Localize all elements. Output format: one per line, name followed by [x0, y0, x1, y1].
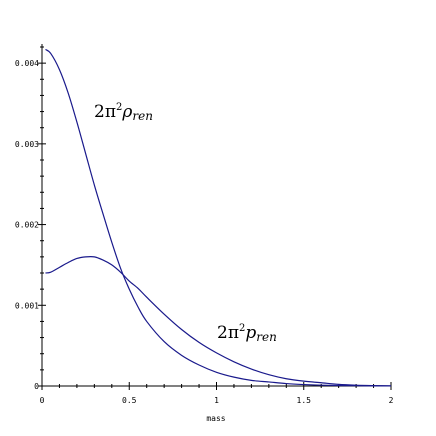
- x-axis-title: mass: [206, 414, 225, 423]
- annotation-p-base: 2π: [217, 323, 239, 343]
- y-tick-label: 0: [34, 382, 39, 391]
- line-p-ren: [45, 255, 392, 387]
- y-tick-label: 0.003: [15, 140, 39, 149]
- x-tick-label: 1: [214, 396, 219, 405]
- annotation-rho-symbol: ρ: [121, 102, 132, 122]
- annotation-rho-base: 2π: [94, 102, 116, 122]
- x-tick-label: 1.5: [297, 396, 312, 405]
- annotation-rho: 2π2ρren: [94, 102, 153, 123]
- x-tick-label: 0: [40, 396, 45, 405]
- line-rho-ren: [45, 48, 392, 387]
- series-lines: [45, 48, 392, 387]
- axes: 0 0.001 0.002 0.003 0.004 0 0.5 1 1.5 2: [15, 44, 394, 405]
- y-tick-label: 0.002: [15, 221, 39, 230]
- y-tick-label: 0.004: [15, 59, 39, 68]
- annotation-p-sup: 2: [239, 323, 245, 334]
- x-tick-label: 2: [389, 396, 394, 405]
- annotation-p-symbol: p: [245, 323, 256, 343]
- annotation-p: 2π2pren: [217, 323, 277, 344]
- annotation-p-sub: ren: [256, 330, 277, 344]
- y-tick-label: 0.001: [15, 301, 39, 310]
- annotation-rho-sup: 2: [116, 102, 122, 113]
- x-tick-label: 0.5: [122, 396, 137, 405]
- annotation-rho-sub: ren: [132, 109, 153, 123]
